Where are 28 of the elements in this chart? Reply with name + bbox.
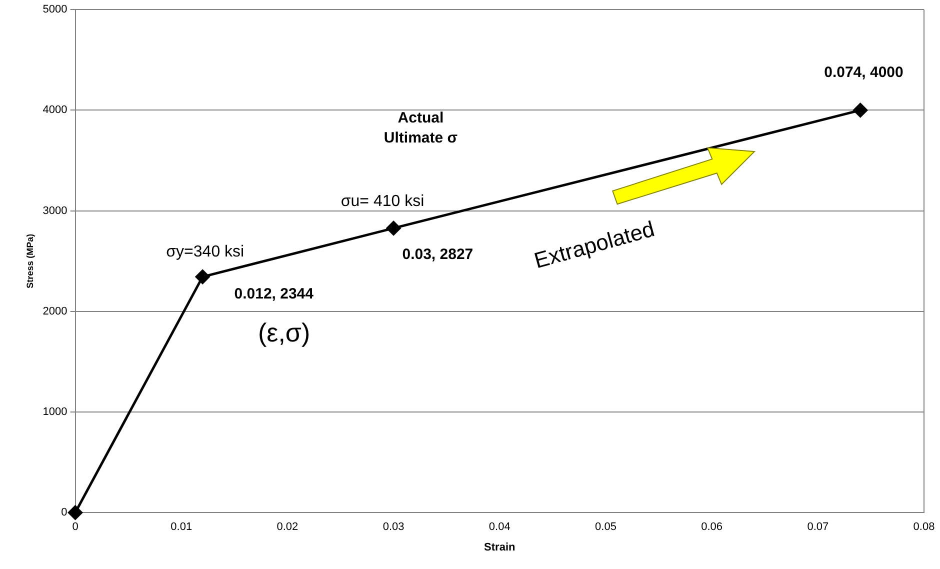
point (852, 102, 868, 118)
y-axis-title: Stress (MPa) (24, 234, 35, 288)
x-tick-label: 0.08 (913, 521, 935, 534)
annotation: σy=340 ksi (166, 243, 244, 260)
point (68, 505, 83, 520)
y-tick-label: 1000 (42, 406, 68, 418)
y-tick-label: 5000 (42, 4, 68, 16)
x-tick-label: 0.02 (276, 521, 298, 534)
x-tick-label: 0.06 (701, 521, 723, 534)
annotation: σu= 410 ksi (340, 193, 424, 210)
x-tick-label: 0.04 (488, 521, 510, 534)
annotation: Actual Ultimate σ (384, 109, 458, 146)
y-tick-label: 2000 (42, 305, 68, 318)
x-tick-label: 0.03 (382, 521, 404, 534)
y-tick-label: 3000 (42, 204, 68, 217)
x-axis-title: Strain (484, 541, 516, 554)
annotation: (ε,σ) (258, 318, 310, 348)
x-tick-label: 0.07 (807, 521, 829, 534)
annotation: 0.074, 4000 (824, 64, 904, 82)
x-tick-label: 0.05 (595, 521, 616, 534)
x-tick-label: 0 (72, 521, 78, 534)
annotation: 0.03, 2827 (402, 246, 474, 264)
y-tick-label: 4000 (42, 104, 68, 116)
x-tick-label: 0.01 (170, 521, 192, 534)
annotation: 0.012, 2344 (234, 285, 314, 302)
point (386, 220, 402, 236)
y-tick-label: 0 (61, 506, 68, 519)
point (195, 269, 210, 284)
